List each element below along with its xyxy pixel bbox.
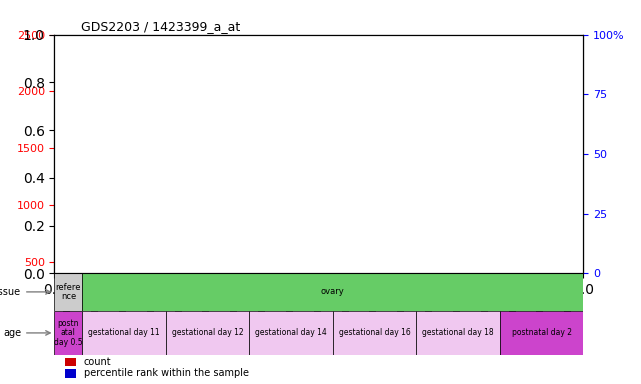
Point [453,51,463,57]
Bar [561,174,578,319]
Bar [65,369,76,378]
Text: postnatal day 2: postnatal day 2 [512,328,572,338]
Text: percentile rank within the sample: percentile rank within the sample [83,368,249,379]
Text: refere
nce: refere nce [56,283,81,301]
Bar [65,358,76,366]
Bar [54,311,82,355]
Point [203,46,213,52]
Bar [249,311,333,355]
Point [314,51,324,57]
Point [537,60,547,66]
Bar [82,311,166,355]
Bar [166,311,249,355]
Bar [416,311,500,355]
Point [564,51,574,57]
Text: ovary: ovary [321,287,345,296]
Point [397,53,408,59]
Bar [338,190,355,319]
Point [425,53,435,59]
Bar [171,101,188,319]
Text: gestational day 18: gestational day 18 [422,328,494,338]
Bar [255,97,272,319]
Text: gestational day 11: gestational day 11 [88,328,160,338]
Point [286,43,296,50]
Text: tissue: tissue [0,287,50,297]
Bar [366,178,383,319]
Bar [450,149,467,319]
Point [342,55,352,61]
Point [508,55,519,61]
Bar [394,162,411,319]
Point [147,41,157,47]
Bar [54,273,82,311]
Point [481,48,491,55]
Text: gestational day 16: gestational day 16 [338,328,410,338]
Text: GDS2203 / 1423399_a_at: GDS2203 / 1423399_a_at [81,20,240,33]
Bar [283,111,299,319]
Bar [310,155,328,319]
Bar [144,89,160,319]
Text: gestational day 14: gestational day 14 [255,328,327,338]
Bar [422,130,438,319]
Bar [333,311,416,355]
Bar [227,131,244,319]
Bar [116,111,133,319]
Text: count: count [83,357,111,367]
Text: gestational day 12: gestational day 12 [172,328,244,338]
Point [91,41,101,47]
Text: age: age [3,328,50,338]
Bar [60,236,77,319]
Point [119,43,129,50]
Point [369,55,379,61]
Text: postn
atal
day 0.5: postn atal day 0.5 [54,319,83,347]
Point [258,41,269,47]
Point [63,74,74,81]
Bar [533,217,550,319]
Point [174,41,185,47]
Bar [199,141,216,319]
Point [230,43,240,50]
Bar [505,194,522,319]
Bar [88,90,104,319]
Bar [478,131,494,319]
Bar [500,311,583,355]
